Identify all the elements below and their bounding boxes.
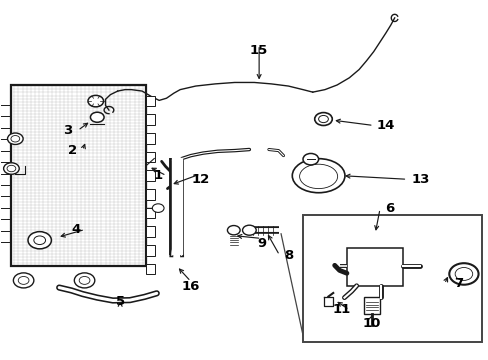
Circle shape: [13, 273, 34, 288]
Text: 6: 6: [385, 202, 394, 215]
Text: 16: 16: [182, 280, 200, 293]
Text: 8: 8: [283, 249, 292, 262]
Text: 4: 4: [72, 223, 81, 236]
Bar: [11, 85, 145, 266]
Bar: [145, 245, 155, 256]
Circle shape: [88, 95, 103, 107]
Bar: [145, 189, 155, 200]
Text: 14: 14: [376, 119, 394, 132]
Text: 5: 5: [115, 296, 124, 309]
Circle shape: [314, 113, 331, 126]
Bar: [364, 297, 379, 315]
Bar: [145, 170, 155, 181]
Bar: [145, 133, 155, 144]
Text: 15: 15: [249, 44, 268, 57]
Bar: [303, 215, 482, 342]
Text: 12: 12: [191, 173, 209, 186]
Circle shape: [448, 263, 478, 285]
Text: 2: 2: [68, 144, 77, 157]
Text: 13: 13: [411, 173, 429, 186]
Circle shape: [227, 226, 240, 235]
Bar: [145, 152, 155, 162]
Bar: [145, 208, 155, 219]
Circle shape: [242, 225, 256, 235]
Text: 1: 1: [153, 169, 162, 182]
Ellipse shape: [292, 159, 344, 193]
Text: 7: 7: [453, 278, 463, 291]
Bar: [145, 96, 155, 107]
Bar: [145, 226, 155, 237]
Circle shape: [90, 112, 104, 122]
Bar: [145, 264, 155, 274]
Circle shape: [7, 133, 23, 144]
Circle shape: [3, 163, 19, 174]
Bar: [346, 248, 402, 286]
Text: 9: 9: [257, 237, 265, 250]
Text: 11: 11: [332, 303, 350, 316]
Circle shape: [303, 153, 318, 165]
Circle shape: [74, 273, 95, 288]
Bar: [145, 114, 155, 125]
Text: 10: 10: [361, 317, 380, 330]
Circle shape: [28, 231, 51, 249]
Circle shape: [152, 204, 163, 212]
Text: 3: 3: [63, 124, 72, 137]
